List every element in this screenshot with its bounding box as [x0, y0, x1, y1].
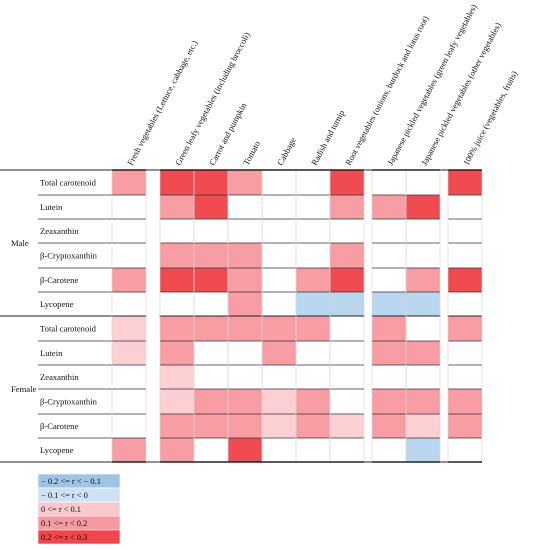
heatmap-cell	[372, 292, 406, 316]
heatmap-cell	[330, 268, 364, 292]
heatmap-cell	[160, 170, 194, 195]
group-label: Female	[11, 384, 36, 394]
legend-label: 0 <= r < 0.1	[41, 505, 81, 514]
row-label: Total carotenoid	[40, 178, 97, 188]
heatmap-cell	[112, 268, 146, 292]
heatmap-cell	[262, 341, 296, 365]
heatmap-cell	[372, 414, 406, 438]
legend-swatch	[37, 529, 121, 545]
column-label: Tomato	[241, 139, 262, 167]
row-label: Lutein	[40, 202, 63, 212]
heatmap-cell	[406, 438, 440, 462]
heatmap-cell	[228, 316, 262, 341]
row-label: Lycopene	[40, 445, 74, 455]
column-label: Root vegetables (onions, burdock and lot…	[343, 14, 431, 167]
heatmap-cell	[160, 268, 194, 292]
group-label: Male	[11, 238, 29, 248]
heatmap-cell	[448, 414, 482, 438]
row-label: Zeaxanthin	[40, 372, 79, 382]
heatmap-cell	[406, 341, 440, 365]
column-label: Carrot and pumpkin	[207, 101, 249, 167]
heatmap-cell	[228, 268, 262, 292]
heatmap-cell	[262, 389, 296, 414]
heatmap-cell	[330, 414, 364, 438]
heatmap-cell	[406, 414, 440, 438]
heatmap-cell	[330, 292, 364, 316]
column-labels: Fresh vegetables (Lettuce, cabbage, etc.…	[125, 2, 519, 167]
heatmap-cell	[228, 389, 262, 414]
heatmap-cell	[194, 170, 228, 195]
legend-label: − 0.2 <= r < − 0.1	[41, 477, 101, 486]
heatmap-cell	[160, 389, 194, 414]
grid-lines	[0, 169, 483, 463]
heatmap-cell	[160, 195, 194, 219]
heatmap-cell	[194, 316, 228, 341]
heatmap-cell	[372, 195, 406, 219]
heatmap-cell	[406, 389, 440, 414]
heatmap-cell	[296, 268, 330, 292]
row-label: β-Cryptoxanthin	[40, 251, 98, 261]
row-label: β-Carotene	[40, 421, 78, 431]
heatmap-cell	[194, 389, 228, 414]
legend-label: − 0.1 <= r < 0	[41, 491, 88, 500]
heatmap-cell	[406, 268, 440, 292]
heatmap-cell	[228, 243, 262, 268]
column-label: Cabbage	[275, 136, 298, 167]
segment-gap	[364, 171, 372, 461]
heatmap-cell	[296, 292, 330, 316]
heatmap-cell	[330, 195, 364, 219]
legend: − 0.2 <= r < − 0.1 − 0.1 <= r < 0 0 <= r <…	[37, 473, 121, 545]
heatmap-cell	[296, 316, 330, 341]
heatmap-cell	[160, 341, 194, 365]
heatmap-cell	[406, 292, 440, 316]
heatmap-cell	[448, 268, 482, 292]
heatmap-cell	[296, 414, 330, 438]
heatmap-cell	[372, 316, 406, 341]
heatmap-cell	[160, 243, 194, 268]
segment-gap	[146, 171, 160, 461]
heatmap-cell	[372, 341, 406, 365]
heatmap-cell	[160, 438, 194, 462]
row-label: Lutein	[40, 348, 63, 358]
heatmap-cell	[448, 170, 482, 195]
heatmap-cell	[262, 316, 296, 341]
heatmap-cell	[160, 414, 194, 438]
heatmap-cell	[228, 414, 262, 438]
heatmap-cell	[194, 414, 228, 438]
heatmap-cell	[406, 195, 440, 219]
group-labels: Male Female	[11, 238, 36, 394]
row-label: Lycopene	[40, 299, 74, 309]
row-label: Zeaxanthin	[40, 226, 79, 236]
column-label: Radish and turnip	[309, 108, 347, 167]
heatmap-cell	[194, 268, 228, 292]
heatmap-cell	[112, 341, 146, 365]
row-label: β-Carotene	[40, 275, 78, 285]
legend-label: 0.1 <= r < 0.2	[41, 519, 87, 528]
heatmap-cell	[372, 389, 406, 414]
heatmap-cell	[228, 170, 262, 195]
row-label: β-Cryptoxanthin	[40, 397, 98, 407]
heatmap-cell	[228, 292, 262, 316]
heatmap-cell	[194, 195, 228, 219]
heatmap-cell	[160, 365, 194, 389]
heatmap-cell	[194, 243, 228, 268]
heatmap-cell	[296, 389, 330, 414]
heatmap-cell	[262, 414, 296, 438]
heatmap-cell	[112, 170, 146, 195]
heatmap-cell	[448, 389, 482, 414]
segment-gap	[440, 171, 448, 461]
heatmap-cell	[330, 170, 364, 195]
heatmap-cell	[228, 438, 262, 462]
row-labels: Total carotenoid Lutein Zeaxanthin β-Crypto…	[40, 178, 98, 456]
heatmap-cell	[330, 243, 364, 268]
heatmap-cell	[448, 316, 482, 341]
heatmap-cell	[112, 316, 146, 341]
legend-label: 0.2 <= r < 0.3	[41, 533, 87, 542]
row-label: Total carotenoid	[40, 324, 97, 334]
heatmap-cell	[112, 438, 146, 462]
heatmap-cell	[160, 316, 194, 341]
heatmap-cells	[112, 170, 482, 462]
